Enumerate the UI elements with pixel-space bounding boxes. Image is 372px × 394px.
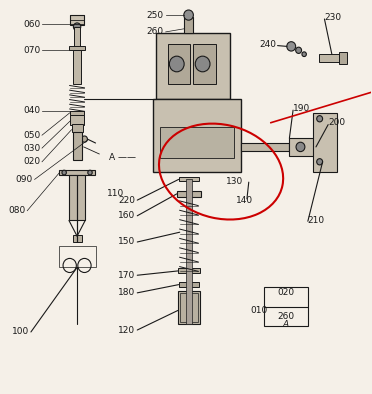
Text: A: A <box>283 320 289 329</box>
Text: 090: 090 <box>16 175 33 184</box>
Text: 180: 180 <box>118 288 135 297</box>
Circle shape <box>296 142 305 152</box>
Bar <box>157 33 230 99</box>
Circle shape <box>184 10 193 20</box>
Text: 130: 130 <box>226 177 243 186</box>
Bar <box>70 111 84 115</box>
Text: 050: 050 <box>23 131 40 140</box>
Bar <box>167 45 190 84</box>
Text: A ——: A —— <box>109 153 136 162</box>
Bar <box>73 50 81 84</box>
Circle shape <box>73 23 81 31</box>
Text: 150: 150 <box>118 238 135 247</box>
Text: 010: 010 <box>250 306 267 315</box>
Text: 170: 170 <box>118 271 135 280</box>
Text: 220: 220 <box>118 196 135 204</box>
Bar <box>319 54 339 62</box>
Bar <box>59 246 96 268</box>
Circle shape <box>302 52 307 57</box>
Bar <box>241 143 289 151</box>
Circle shape <box>81 136 87 142</box>
Bar <box>179 282 199 287</box>
Bar <box>289 138 315 156</box>
Text: 060: 060 <box>23 20 40 29</box>
Text: 120: 120 <box>118 325 135 335</box>
Text: 100: 100 <box>12 327 29 336</box>
Bar <box>153 99 241 171</box>
Bar <box>70 15 84 25</box>
Bar <box>339 52 347 64</box>
Text: 260: 260 <box>147 28 164 36</box>
Bar <box>70 115 84 125</box>
Bar <box>179 177 199 181</box>
Bar <box>263 287 308 326</box>
Circle shape <box>195 56 210 72</box>
Bar <box>71 124 83 132</box>
Text: 070: 070 <box>23 46 40 55</box>
Text: 230: 230 <box>324 13 341 22</box>
Bar <box>69 46 85 50</box>
Bar <box>184 17 193 33</box>
Circle shape <box>88 170 92 175</box>
Bar <box>178 268 200 273</box>
Bar <box>73 235 81 242</box>
Bar <box>160 126 234 158</box>
Circle shape <box>287 42 296 51</box>
Text: 040: 040 <box>23 106 40 115</box>
Circle shape <box>317 115 323 122</box>
Bar <box>69 175 85 221</box>
Circle shape <box>62 170 66 175</box>
Circle shape <box>296 47 302 54</box>
Circle shape <box>317 159 323 165</box>
Bar <box>73 132 81 160</box>
Text: 260: 260 <box>277 312 294 321</box>
Bar <box>186 179 192 324</box>
Bar <box>178 291 200 324</box>
Bar <box>177 191 201 197</box>
Bar <box>193 45 215 84</box>
Bar <box>60 169 95 175</box>
Text: 080: 080 <box>8 206 25 215</box>
Text: 110: 110 <box>107 189 124 197</box>
Text: 020: 020 <box>277 288 294 297</box>
Text: 190: 190 <box>293 104 310 113</box>
Text: 160: 160 <box>118 211 135 220</box>
Text: 020: 020 <box>23 157 40 166</box>
Text: 140: 140 <box>236 197 253 205</box>
Text: 030: 030 <box>23 143 40 152</box>
Text: 250: 250 <box>147 11 164 20</box>
Text: 240: 240 <box>259 40 276 49</box>
Bar <box>180 293 198 322</box>
Bar <box>74 27 80 46</box>
Text: 200: 200 <box>328 118 345 127</box>
Bar <box>313 113 337 171</box>
Text: 210: 210 <box>308 216 325 225</box>
Circle shape <box>169 56 184 72</box>
